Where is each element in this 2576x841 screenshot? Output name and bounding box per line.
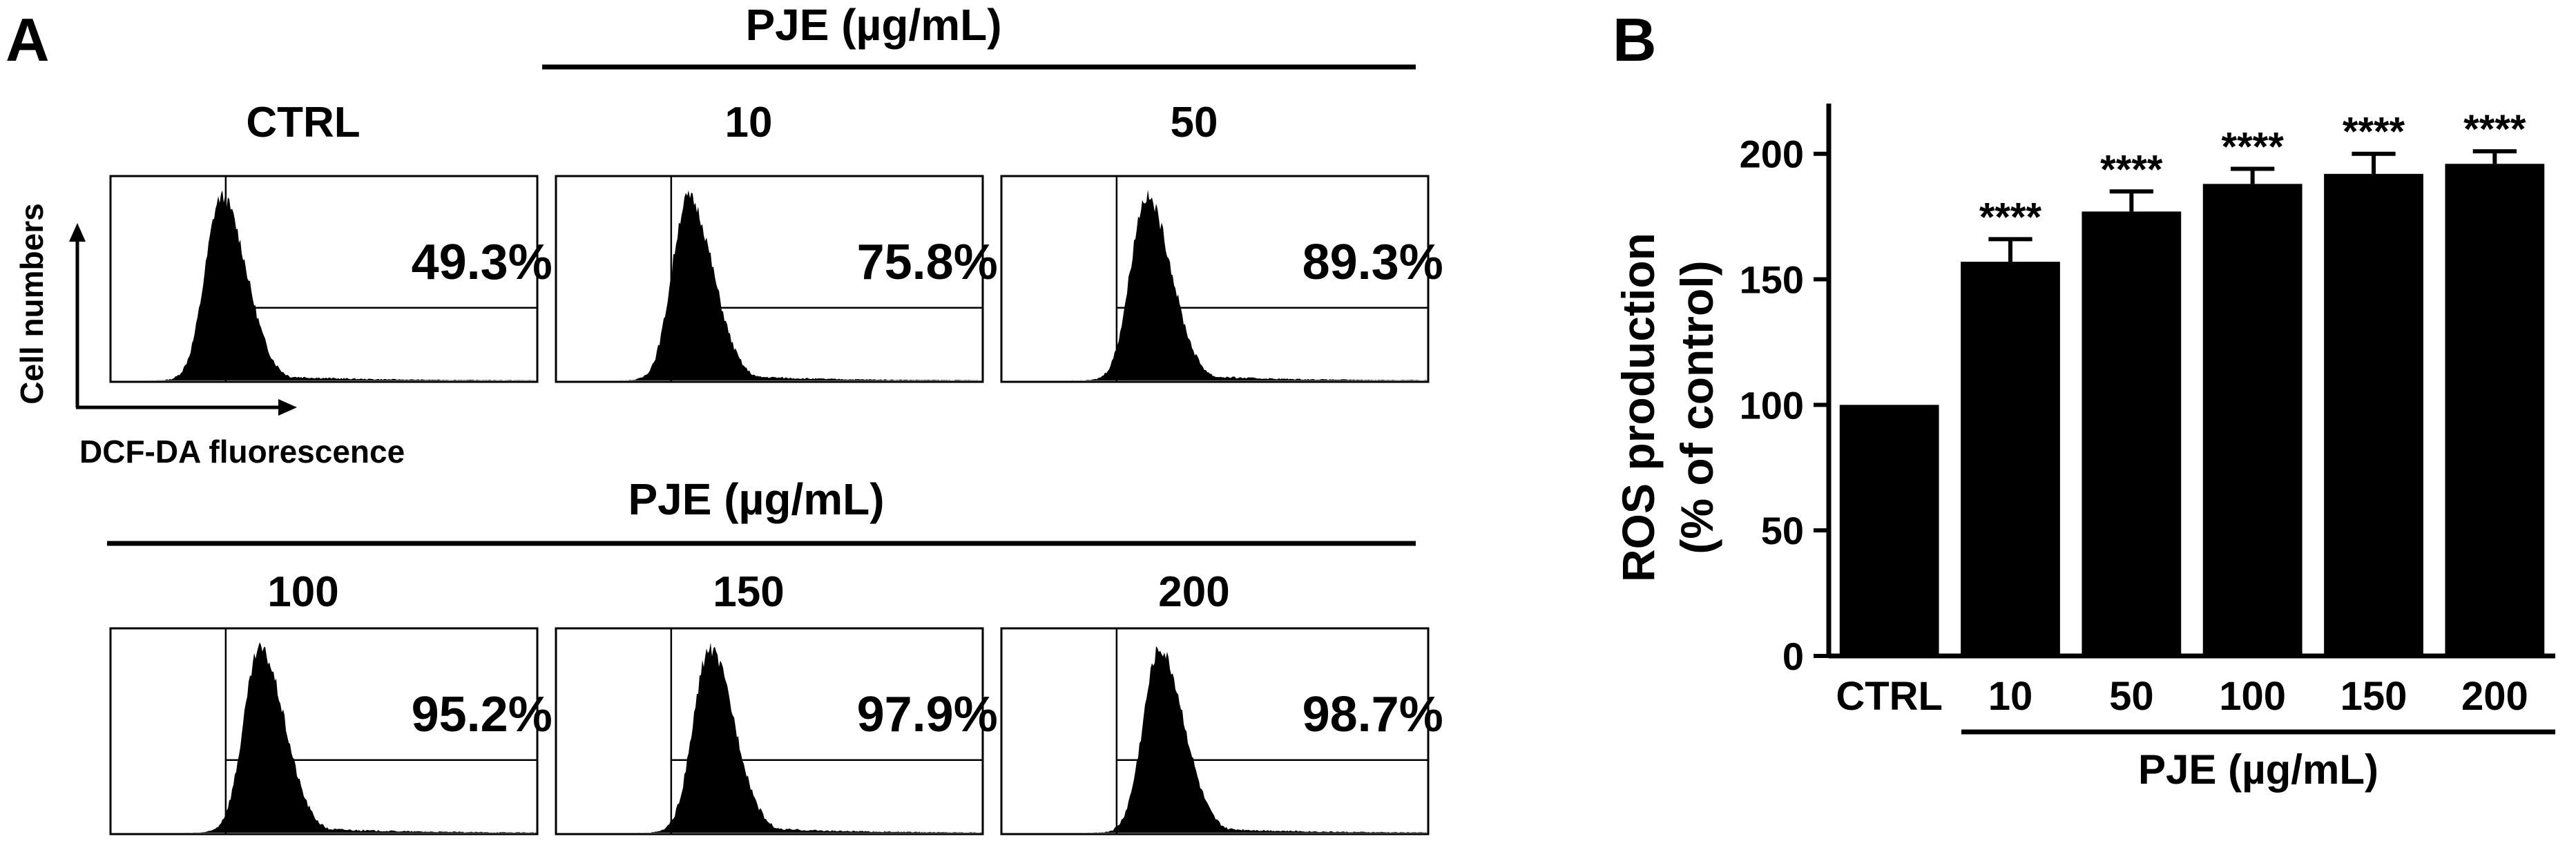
- panel-b-letter: B: [1613, 6, 1657, 74]
- bar: [2324, 173, 2423, 656]
- histogram-frame: [1000, 175, 1430, 383]
- gated-percentage: 75.8%: [857, 235, 998, 290]
- y-arrow-head: [69, 223, 86, 242]
- x-category-label: 10: [1988, 674, 2033, 719]
- histogram-frame: [1000, 627, 1430, 835]
- gated-percentage: 95.2%: [412, 687, 552, 742]
- histogram-dose-label: CTRL: [246, 99, 360, 146]
- histogram-distribution: [557, 190, 981, 380]
- x-category-label: 200: [2461, 674, 2528, 719]
- histogram-panel: CTRL 49.3%: [109, 99, 552, 383]
- x-category-label: 50: [2109, 674, 2154, 719]
- significance-marker: ****: [2463, 107, 2526, 152]
- histogram-frame: [555, 627, 984, 835]
- significance-marker: ****: [2100, 147, 2163, 192]
- y-axis-legend-label: Cell numbers: [14, 203, 50, 404]
- histogram-panel: 10 75.8%: [555, 99, 998, 383]
- significance-marker: ****: [2343, 110, 2405, 155]
- histogram-frame: [555, 175, 984, 383]
- histogram-dose-label: 150: [713, 568, 784, 616]
- y-tick-label: 100: [1740, 383, 1804, 427]
- bar-chart: 0 50 100 150 200 CTRL **** 10 **** 50 **** 100 **** 1…: [1740, 104, 2555, 719]
- x-group-label: PJE (µg/mL): [2138, 746, 2378, 793]
- histogram-dose-label: 200: [1158, 568, 1229, 616]
- panel-a: A PJE (µg/mL) PJE (µg/mL) Cell numbers D…: [6, 0, 1443, 835]
- axis-legend: Cell numbers DCF-DA fluorescence: [14, 203, 405, 470]
- bar: [2445, 164, 2545, 657]
- x-arrow-head: [278, 399, 297, 416]
- panel-a-letter: A: [6, 6, 50, 74]
- y-tick-label: 150: [1740, 258, 1804, 302]
- bar: [1839, 405, 1939, 656]
- bottom-group-label: PJE (µg/mL): [628, 474, 884, 524]
- gated-percentage: 97.9%: [857, 687, 998, 742]
- histogram-panel: 150 97.9%: [555, 568, 998, 835]
- histogram-panel: 100 95.2%: [109, 568, 552, 835]
- histogram-dose-label: 10: [725, 99, 773, 146]
- y-tick-label: 0: [1782, 635, 1804, 678]
- histogram-panel: 50 89.3%: [1000, 99, 1443, 383]
- gated-percentage: 89.3%: [1303, 235, 1443, 290]
- x-category-label: CTRL: [1836, 674, 1943, 719]
- x-category-label: 100: [2219, 674, 2286, 719]
- panel-b: B ROS production (% of control) 0 50 100 15…: [1613, 6, 2555, 793]
- y-tick-label: 50: [1761, 509, 1804, 552]
- histogram-panel: 200 98.7%: [1000, 568, 1443, 835]
- histogram-grid: CTRL49.3%1075.8%5089.3%10095.2%15097.9%2…: [109, 99, 1443, 835]
- y-tick-label: 200: [1740, 133, 1804, 176]
- bar: [2082, 211, 2182, 656]
- top-group-label: PJE (µg/mL): [745, 0, 1001, 50]
- histogram-distribution: [112, 190, 536, 380]
- gated-percentage: 98.7%: [1303, 687, 1443, 742]
- bar: [1961, 262, 2060, 656]
- significance-marker: ****: [2222, 125, 2285, 170]
- histogram-frame: [109, 627, 539, 835]
- x-axis-legend-label: DCF-DA fluorescence: [79, 434, 405, 470]
- y-axis-title-line2: (% of control): [1671, 260, 1722, 554]
- x-category-label: 150: [2340, 674, 2407, 719]
- y-axis-title-line1: ROS production: [1613, 233, 1664, 582]
- histogram-dose-label: 100: [267, 568, 338, 616]
- histogram-dose-label: 50: [1171, 99, 1218, 146]
- histogram-frame: [109, 175, 539, 383]
- significance-marker: ****: [1979, 195, 2042, 240]
- gated-percentage: 49.3%: [412, 235, 552, 290]
- bar: [2202, 184, 2303, 656]
